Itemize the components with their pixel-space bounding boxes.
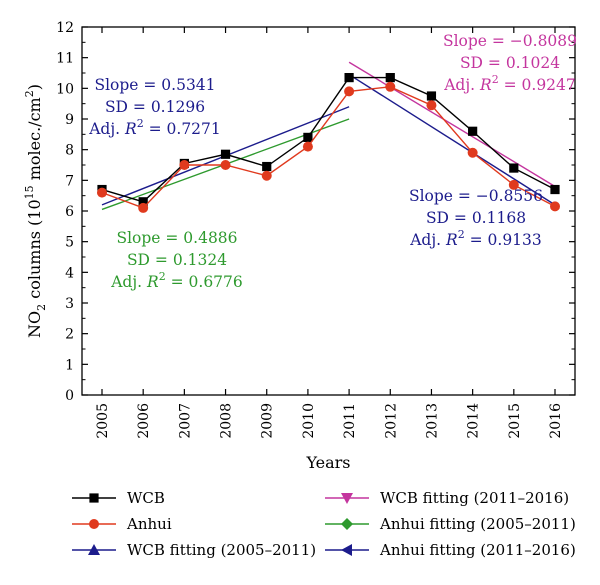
legend-item: Anhui [72, 515, 172, 533]
y-tick-label: 6 [65, 204, 74, 220]
legend-marker [89, 519, 99, 529]
data-point-anhui [220, 160, 231, 170]
y-tick-label: 12 [56, 20, 74, 36]
data-point-wcb [468, 126, 478, 136]
data-point-wcb [509, 163, 519, 173]
fit-line-2 [348, 61, 556, 188]
legend-label: Anhui fitting (2005–2011) [379, 515, 576, 533]
annotation-sd: SD = 0.1024 [460, 54, 560, 72]
y-tick-label: 3 [65, 296, 74, 312]
y-tick-label: 1 [65, 357, 74, 373]
data-point-wcb [550, 184, 560, 195]
y-tick-label: 10 [56, 81, 74, 97]
data-point-wcb [138, 197, 148, 207]
y-tick-label: 9 [65, 112, 74, 128]
data-point-anhui [179, 160, 190, 170]
data-point-anhui [138, 202, 149, 213]
legend-label: WCB fitting (2011–2016) [380, 489, 569, 507]
y-tick-label: 11 [56, 51, 74, 67]
legend-marker [341, 518, 353, 530]
legend-item: WCB fitting (2011–2016) [325, 489, 569, 507]
legend-item: WCB [72, 489, 165, 507]
data-point-anhui [344, 86, 355, 97]
x-tick-label: 2013 [424, 403, 440, 439]
legend-marker [341, 493, 353, 504]
y-tick-label: 4 [65, 265, 74, 281]
x-tick-label: 2012 [383, 403, 399, 439]
legend-item: Anhui fitting (2011–2016) [325, 541, 576, 559]
series-line-wcb [101, 76, 556, 203]
data-point-anhui [385, 81, 396, 92]
annotation-slope: Slope = 0.4886 [116, 229, 237, 247]
legend-marker [341, 544, 352, 556]
annotation-adj-r2: Adj. R2 = 0.9133 [409, 228, 542, 249]
legend-label: WCB fitting (2005–2011) [127, 541, 316, 559]
data-point-wcb [303, 132, 313, 142]
fit-line-3 [348, 73, 556, 206]
x-tick-label: 2009 [260, 403, 276, 439]
annotation-slope: Slope = −0.8556 [409, 187, 543, 205]
annotation-adj-r2: Adj. R2 = 0.9247 [443, 73, 576, 94]
x-tick-label: 2016 [548, 403, 564, 439]
annotation-sd: SD = 0.1168 [426, 209, 526, 227]
data-point-anhui [467, 147, 478, 158]
data-point-anhui [426, 100, 437, 111]
legend-marker [88, 544, 100, 555]
series-line-anhui [101, 86, 556, 209]
y-tick-label: 7 [65, 173, 74, 189]
x-tick-label: 2011 [342, 403, 358, 439]
annotation-adj-r2: Adj. R2 = 0.6776 [110, 270, 243, 291]
x-axis-title: Years [305, 453, 350, 472]
x-tick-label: 2014 [466, 403, 482, 439]
y-tick-label: 5 [65, 235, 74, 251]
annotation-sd: SD = 0.1324 [127, 251, 227, 269]
data-point-anhui [302, 141, 313, 152]
annotation-sd: SD = 0.1296 [105, 98, 205, 116]
annotation-slope: Slope = 0.5341 [94, 76, 215, 94]
legend-item: Anhui fitting (2005–2011) [325, 515, 576, 533]
x-tick-label: 2006 [136, 403, 152, 439]
data-point-anhui [550, 201, 560, 212]
data-point-wcb [344, 73, 354, 83]
data-point-anhui [97, 187, 107, 198]
y-tick-label: 2 [65, 327, 74, 343]
data-point-anhui [508, 179, 519, 190]
x-tick-label: 2007 [177, 403, 193, 439]
x-tick-label: 2008 [219, 403, 235, 439]
legend-label: Anhui fitting (2011–2016) [379, 541, 576, 559]
data-point-wcb [262, 161, 272, 172]
data-point-wcb [426, 91, 437, 101]
y-tick-label: 8 [65, 143, 74, 159]
legend-label: Anhui [126, 515, 172, 533]
legend-label: WCB [127, 489, 165, 507]
annotation-adj-r2: Adj. R2 = 0.7271 [88, 117, 221, 138]
legend-marker [89, 493, 99, 503]
x-tick-label: 2005 [95, 403, 111, 439]
annotation-slope: Slope = −0.8089 [443, 32, 577, 50]
x-tick-label: 2010 [301, 403, 317, 439]
y-axis-title: NO2 columns (1015 molec./cm2) [23, 84, 48, 338]
data-point-wcb [385, 73, 395, 83]
y-tick-label: 0 [65, 388, 74, 404]
data-point-wcb [220, 149, 231, 159]
x-tick-label: 2015 [507, 403, 523, 439]
legend-item: WCB fitting (2005–2011) [72, 541, 316, 559]
data-point-anhui [261, 170, 272, 181]
